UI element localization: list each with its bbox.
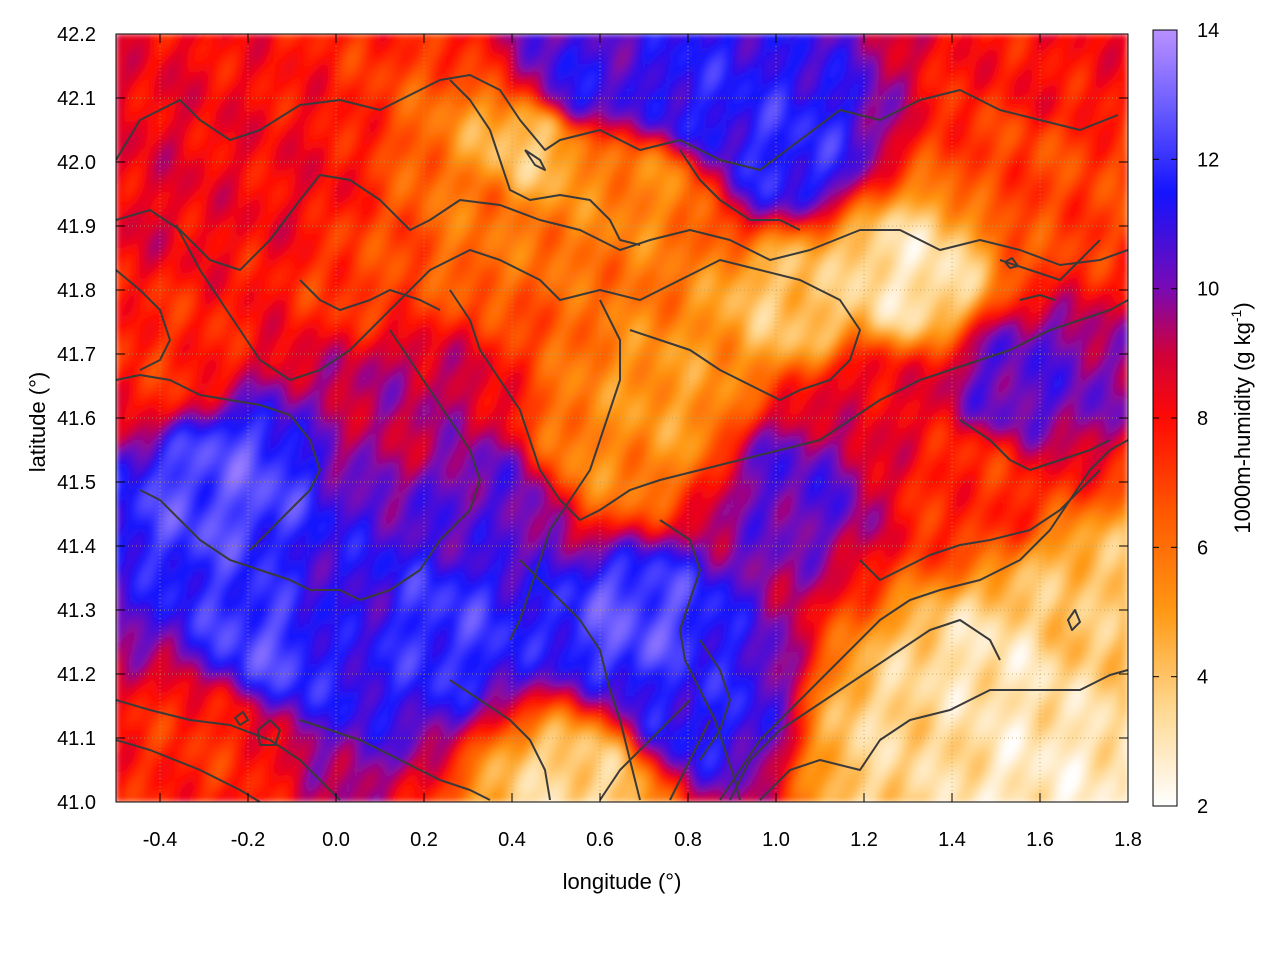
contour-line bbox=[257, 719, 281, 746]
y-tick-label: 41.2 bbox=[57, 664, 96, 686]
x-tick-label: 0.2 bbox=[410, 829, 438, 851]
colorbar-tick-label: 10 bbox=[1197, 279, 1219, 301]
x-tick-label: -0.4 bbox=[143, 829, 177, 851]
colorbar-label: 1000m-humidity (g kg-1) bbox=[1228, 302, 1255, 533]
contour-line bbox=[509, 299, 621, 641]
x-tick-label: 1.8 bbox=[1114, 829, 1142, 851]
colorbar-label-sup: -1 bbox=[1228, 309, 1244, 322]
x-tick-label: 1.6 bbox=[1026, 829, 1054, 851]
contour-line bbox=[759, 669, 1128, 801]
colorbar-tick-label: 6 bbox=[1197, 537, 1208, 559]
contour-line bbox=[699, 639, 731, 761]
y-tick-label: 41.8 bbox=[57, 280, 96, 302]
contour-line bbox=[719, 439, 1128, 801]
colorbar-tick-label: 14 bbox=[1197, 20, 1219, 42]
y-tick-label: 41.4 bbox=[57, 536, 96, 558]
plot-area bbox=[116, 34, 1128, 802]
colorbar-ticks: 2 4 6 8 10 12 14 bbox=[1153, 20, 1219, 818]
x-tick-label: 0.6 bbox=[586, 829, 614, 851]
contour-line bbox=[175, 224, 861, 401]
contour-line bbox=[519, 559, 641, 801]
x-tick-label: 0.4 bbox=[498, 829, 526, 851]
y-tick-label: 41.7 bbox=[57, 344, 96, 366]
x-tick-label: -0.2 bbox=[231, 829, 265, 851]
colorbar-tick-label: 4 bbox=[1197, 667, 1208, 689]
contour-line bbox=[234, 711, 249, 726]
contour-line bbox=[449, 679, 551, 801]
contour-line bbox=[116, 74, 1119, 171]
contour-line bbox=[449, 79, 641, 246]
contour-line bbox=[524, 149, 546, 171]
contour-line bbox=[116, 699, 341, 801]
x-axis-label: longitude (°) bbox=[563, 869, 682, 894]
y-tick-label: 41.9 bbox=[57, 216, 96, 238]
colorbar-tick-label: 8 bbox=[1197, 408, 1208, 430]
x-tick-label: 1.4 bbox=[938, 829, 966, 851]
terrain-contours bbox=[116, 74, 1128, 802]
contour-line bbox=[116, 374, 321, 551]
contour-line bbox=[116, 174, 1128, 271]
y-tick-label: 41.6 bbox=[57, 408, 96, 430]
contour-line bbox=[859, 469, 1101, 581]
y-tick-label: 42.0 bbox=[57, 152, 96, 174]
contour-line bbox=[1019, 294, 1056, 301]
contour-line bbox=[599, 699, 691, 801]
x-tick-label: 1.2 bbox=[850, 829, 878, 851]
y-tick-label: 42.2 bbox=[57, 24, 96, 46]
colorbar-tick-label: 12 bbox=[1197, 149, 1219, 171]
colorbar-label-main: 1000m-humidity (g kg bbox=[1230, 322, 1255, 534]
y-tick-label: 41.5 bbox=[57, 472, 96, 494]
colorbar-tick-label: 2 bbox=[1197, 796, 1208, 818]
contour-line bbox=[669, 719, 711, 801]
contour-line bbox=[999, 239, 1101, 281]
contour-line bbox=[299, 279, 441, 311]
grid-lines bbox=[116, 34, 1128, 802]
y-axis-label: latitude (°) bbox=[25, 372, 50, 473]
y-tick-label: 41.0 bbox=[57, 792, 96, 814]
contour-line bbox=[1004, 257, 1019, 269]
x-tick-label: 0.0 bbox=[322, 829, 350, 851]
y-tick-label: 41.3 bbox=[57, 600, 96, 622]
contour-line bbox=[116, 739, 261, 802]
contour-line bbox=[116, 269, 171, 371]
y-axis-ticks: 41.0 41.1 41.2 41.3 41.4 41.5 41.6 41.7 41.8 41.9… bbox=[57, 24, 1128, 814]
contour-line bbox=[679, 149, 801, 231]
colorbar-label-end: ) bbox=[1230, 302, 1255, 309]
contour-line bbox=[139, 329, 481, 601]
x-tick-label: 0.8 bbox=[674, 829, 702, 851]
contour-line bbox=[1067, 609, 1081, 631]
contour-line bbox=[729, 619, 1001, 801]
y-tick-label: 41.1 bbox=[57, 728, 96, 750]
y-tick-label: 42.1 bbox=[57, 88, 96, 110]
contour-line bbox=[659, 519, 741, 801]
contour-line bbox=[959, 419, 1111, 471]
contour-line bbox=[449, 289, 1128, 521]
contour-line bbox=[299, 719, 491, 801]
colorbar: 2 4 6 8 10 12 14 1000m-humidity (g kg-1) bbox=[1152, 20, 1255, 818]
x-axis-ticks: -0.4 -0.2 0.0 0.2 0.4 0.6 0.8 1.0 1.2 1.4 1.6 1.8 bbox=[143, 34, 1142, 851]
x-tick-label: 1.0 bbox=[762, 829, 790, 851]
